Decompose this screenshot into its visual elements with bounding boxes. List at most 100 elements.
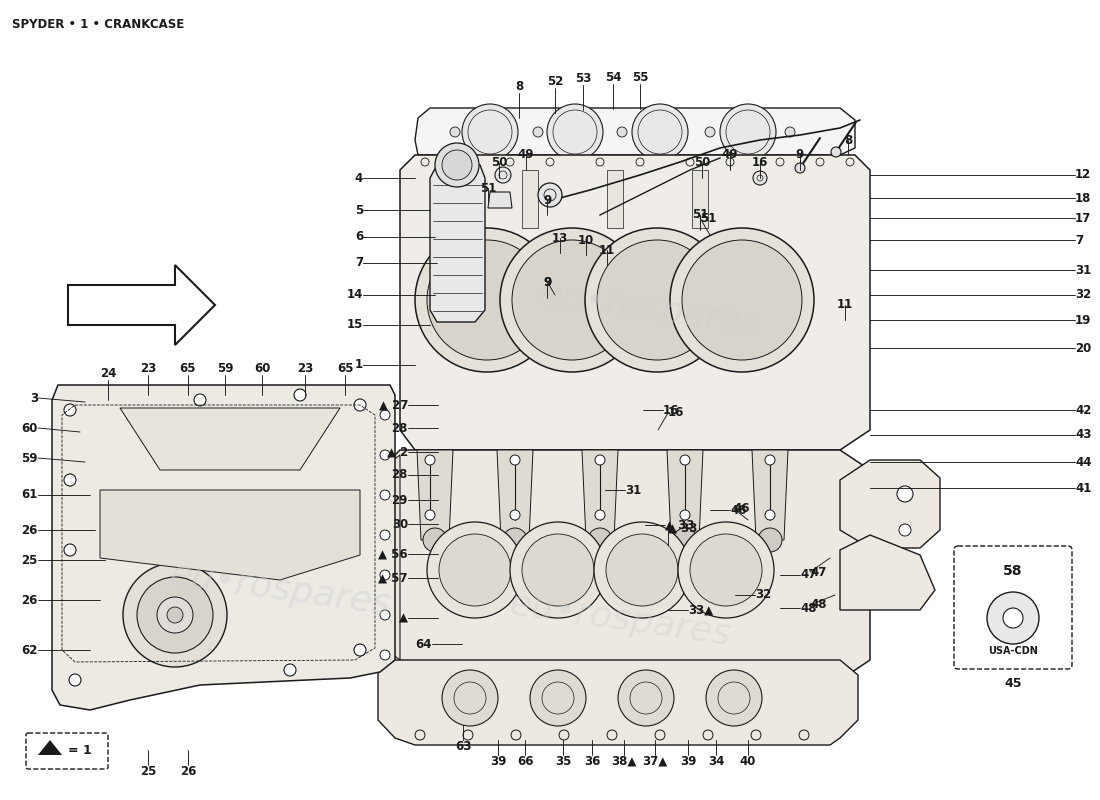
Circle shape bbox=[138, 577, 213, 653]
Text: 44: 44 bbox=[1075, 455, 1091, 469]
Text: ▲ 2: ▲ 2 bbox=[387, 446, 408, 458]
Text: 47: 47 bbox=[810, 566, 826, 578]
Circle shape bbox=[425, 455, 435, 465]
Text: 33▲: 33▲ bbox=[688, 603, 713, 617]
Circle shape bbox=[680, 455, 690, 465]
Circle shape bbox=[682, 240, 802, 360]
Text: 55: 55 bbox=[631, 71, 648, 84]
Text: 7: 7 bbox=[355, 257, 363, 270]
Text: 9: 9 bbox=[543, 194, 551, 206]
Text: 26: 26 bbox=[179, 765, 196, 778]
Text: 39: 39 bbox=[680, 755, 696, 768]
Polygon shape bbox=[379, 455, 400, 660]
Text: ▲ 33: ▲ 33 bbox=[666, 518, 694, 531]
Text: 36: 36 bbox=[584, 755, 601, 768]
Circle shape bbox=[167, 607, 183, 623]
Circle shape bbox=[64, 474, 76, 486]
Text: 40: 40 bbox=[740, 755, 756, 768]
Text: 3: 3 bbox=[30, 391, 38, 405]
Circle shape bbox=[434, 143, 478, 187]
Circle shape bbox=[618, 670, 674, 726]
Circle shape bbox=[194, 394, 206, 406]
Circle shape bbox=[585, 228, 729, 372]
Text: 59: 59 bbox=[22, 451, 38, 465]
Circle shape bbox=[450, 127, 460, 137]
Text: 7: 7 bbox=[1075, 234, 1084, 246]
Circle shape bbox=[379, 530, 390, 540]
Text: 50: 50 bbox=[491, 157, 507, 170]
Circle shape bbox=[379, 570, 390, 580]
Circle shape bbox=[534, 127, 543, 137]
Circle shape bbox=[830, 147, 842, 157]
Polygon shape bbox=[379, 450, 870, 680]
Circle shape bbox=[424, 528, 447, 552]
Text: 46: 46 bbox=[733, 502, 749, 514]
Circle shape bbox=[462, 104, 518, 160]
Text: = 1: = 1 bbox=[68, 743, 91, 757]
Text: 6: 6 bbox=[354, 230, 363, 243]
Polygon shape bbox=[400, 155, 870, 450]
Text: 66: 66 bbox=[517, 755, 534, 768]
Circle shape bbox=[284, 664, 296, 676]
Text: 26: 26 bbox=[22, 523, 38, 537]
Text: 51: 51 bbox=[692, 209, 708, 222]
Text: 48: 48 bbox=[800, 602, 816, 614]
Circle shape bbox=[379, 450, 390, 460]
Circle shape bbox=[764, 455, 776, 465]
Circle shape bbox=[597, 240, 717, 360]
Circle shape bbox=[379, 650, 390, 660]
Text: 54: 54 bbox=[605, 71, 621, 84]
Text: 28: 28 bbox=[392, 422, 408, 434]
Circle shape bbox=[1003, 608, 1023, 628]
Circle shape bbox=[632, 104, 688, 160]
Text: 51: 51 bbox=[480, 182, 496, 194]
Circle shape bbox=[379, 490, 390, 500]
Text: 58: 58 bbox=[1003, 564, 1023, 578]
Text: 16: 16 bbox=[663, 403, 680, 417]
Text: ▲ 33: ▲ 33 bbox=[668, 522, 697, 534]
Circle shape bbox=[680, 510, 690, 520]
FancyBboxPatch shape bbox=[954, 546, 1072, 669]
Polygon shape bbox=[68, 265, 214, 345]
Circle shape bbox=[123, 563, 227, 667]
Text: 8: 8 bbox=[844, 134, 852, 146]
Text: ▲ 57: ▲ 57 bbox=[378, 571, 408, 585]
Circle shape bbox=[442, 150, 472, 180]
Circle shape bbox=[512, 240, 632, 360]
Text: ▲ 27: ▲ 27 bbox=[378, 398, 408, 411]
Circle shape bbox=[896, 486, 913, 502]
Text: eu•rospares: eu•rospares bbox=[537, 278, 763, 342]
Circle shape bbox=[795, 163, 805, 173]
Text: 48: 48 bbox=[810, 598, 826, 611]
Text: 23: 23 bbox=[297, 362, 313, 375]
Text: 17: 17 bbox=[1075, 211, 1091, 225]
Circle shape bbox=[354, 644, 366, 656]
Text: 59: 59 bbox=[217, 362, 233, 375]
Circle shape bbox=[673, 528, 697, 552]
Polygon shape bbox=[840, 535, 935, 610]
Circle shape bbox=[706, 670, 762, 726]
Text: 16: 16 bbox=[668, 406, 684, 419]
Text: 15: 15 bbox=[346, 318, 363, 331]
Circle shape bbox=[207, 492, 283, 568]
Text: 32: 32 bbox=[1075, 289, 1091, 302]
Text: 5: 5 bbox=[354, 203, 363, 217]
Circle shape bbox=[379, 410, 390, 420]
Circle shape bbox=[670, 228, 814, 372]
Text: 10: 10 bbox=[578, 234, 594, 246]
Text: 28: 28 bbox=[392, 469, 408, 482]
Circle shape bbox=[678, 522, 774, 618]
Circle shape bbox=[495, 167, 512, 183]
Text: 42: 42 bbox=[1075, 403, 1091, 417]
Polygon shape bbox=[607, 170, 623, 228]
Polygon shape bbox=[692, 170, 708, 228]
Text: 53: 53 bbox=[575, 72, 591, 85]
Text: 64: 64 bbox=[416, 638, 432, 650]
Text: 47: 47 bbox=[800, 569, 816, 582]
Circle shape bbox=[595, 510, 605, 520]
Polygon shape bbox=[752, 450, 788, 540]
Circle shape bbox=[64, 544, 76, 556]
Text: ▲ 56: ▲ 56 bbox=[378, 547, 408, 561]
Text: 9: 9 bbox=[796, 149, 804, 162]
Circle shape bbox=[588, 528, 612, 552]
